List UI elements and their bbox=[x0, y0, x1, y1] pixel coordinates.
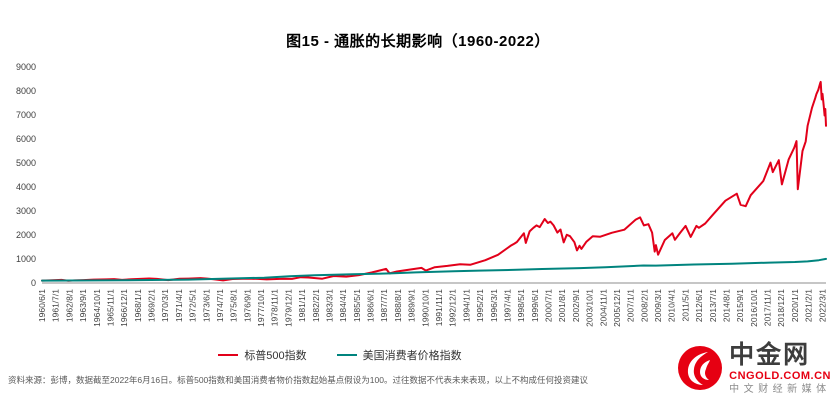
svg-text:1996/3/1: 1996/3/1 bbox=[489, 289, 499, 322]
svg-text:1973/6/1: 1973/6/1 bbox=[201, 289, 211, 322]
svg-text:1990/10/1: 1990/10/1 bbox=[420, 289, 430, 327]
svg-text:1963/9/1: 1963/9/1 bbox=[78, 289, 88, 322]
legend-label-sp500: 标普500指数 bbox=[244, 350, 307, 362]
svg-text:2013/7/1: 2013/7/1 bbox=[708, 289, 718, 322]
svg-text:1971/4/1: 1971/4/1 bbox=[174, 289, 184, 322]
svg-text:1000: 1000 bbox=[16, 254, 36, 264]
svg-text:2005/12/1: 2005/12/1 bbox=[612, 289, 622, 327]
svg-text:2009/3/1: 2009/3/1 bbox=[653, 289, 663, 322]
svg-text:6000: 6000 bbox=[16, 134, 36, 144]
brand-domain: CNGOLD.COM.CN bbox=[729, 369, 831, 382]
svg-text:1964/10/1: 1964/10/1 bbox=[92, 289, 102, 327]
svg-text:1988/8/1: 1988/8/1 bbox=[393, 289, 403, 322]
legend-item-sp500: 标普500指数 bbox=[218, 347, 307, 363]
svg-text:1992/12/1: 1992/12/1 bbox=[448, 289, 458, 327]
svg-text:2018/12/1: 2018/12/1 bbox=[776, 289, 786, 327]
svg-text:1965/11/1: 1965/11/1 bbox=[105, 289, 115, 326]
svg-text:2012/6/1: 2012/6/1 bbox=[694, 289, 704, 322]
cngold-brand-block: 中金网 CNGOLD.COM.CN 中文财经新媒体 bbox=[676, 341, 831, 396]
svg-text:2001/8/1: 2001/8/1 bbox=[557, 289, 567, 322]
phoenix-swirl-inner bbox=[700, 360, 711, 381]
svg-text:1997/4/1: 1997/4/1 bbox=[503, 289, 513, 322]
svg-text:1982/2/1: 1982/2/1 bbox=[311, 289, 321, 322]
svg-text:1978/11/1: 1978/11/1 bbox=[270, 289, 280, 326]
svg-text:1966/12/1: 1966/12/1 bbox=[119, 289, 129, 327]
svg-text:4000: 4000 bbox=[16, 182, 36, 192]
svg-text:1986/6/1: 1986/6/1 bbox=[366, 289, 376, 322]
svg-text:1994/1/1: 1994/1/1 bbox=[461, 289, 471, 322]
svg-text:7000: 7000 bbox=[16, 110, 36, 120]
svg-text:1977/10/1: 1977/10/1 bbox=[256, 289, 266, 327]
svg-text:1981/1/1: 1981/1/1 bbox=[297, 289, 307, 322]
svg-text:1998/5/1: 1998/5/1 bbox=[516, 289, 526, 322]
svg-text:1984/4/1: 1984/4/1 bbox=[338, 289, 348, 322]
svg-text:1976/9/1: 1976/9/1 bbox=[242, 289, 252, 322]
svg-text:1975/8/1: 1975/8/1 bbox=[229, 289, 239, 322]
svg-text:1974/7/1: 1974/7/1 bbox=[215, 289, 225, 322]
svg-text:1995/2/1: 1995/2/1 bbox=[475, 289, 485, 322]
legend-label-cpi: 美国消费者价格指数 bbox=[362, 350, 462, 362]
svg-text:2000: 2000 bbox=[16, 230, 36, 240]
svg-text:1989/9/1: 1989/9/1 bbox=[407, 289, 417, 322]
cpi-line-swatch bbox=[336, 353, 357, 357]
svg-text:1985/5/1: 1985/5/1 bbox=[352, 289, 362, 322]
svg-text:2004/11/1: 2004/11/1 bbox=[598, 289, 608, 326]
legend-item-cpi: 美国消费者价格指数 bbox=[336, 347, 462, 363]
svg-text:1983/3/1: 1983/3/1 bbox=[325, 289, 335, 322]
cngold-logo-icon bbox=[678, 346, 723, 391]
brand-name: 中金网 bbox=[729, 341, 811, 369]
inflation-long-term-chart: 0 1000 2000 3000 4000 5000 6000 7000 8000 9000 196… bbox=[16, 62, 827, 327]
svg-text:1991/11/1: 1991/11/1 bbox=[434, 289, 444, 326]
svg-text:3000: 3000 bbox=[16, 206, 36, 216]
svg-text:0: 0 bbox=[31, 278, 36, 288]
svg-text:1979/12/1: 1979/12/1 bbox=[283, 289, 293, 327]
chart-title: 图15 - 通胀的长期影响（1960-2022） bbox=[286, 33, 550, 50]
source-note: 资料来源：彭博，数据截至2022年6月16日。标普500指数和美国消费者物价指数… bbox=[8, 375, 588, 385]
logo-circle bbox=[678, 346, 723, 391]
chart-legend: 标普500指数 美国消费者价格指数 bbox=[0, 347, 680, 363]
svg-text:5000: 5000 bbox=[16, 158, 36, 168]
svg-text:2007/1/1: 2007/1/1 bbox=[626, 289, 636, 322]
svg-text:2003/10/1: 2003/10/1 bbox=[585, 289, 595, 327]
brand-tagline: 中文财经新媒体 bbox=[729, 384, 831, 396]
svg-text:2014/8/1: 2014/8/1 bbox=[722, 289, 732, 322]
svg-text:1968/1/1: 1968/1/1 bbox=[133, 289, 143, 322]
svg-text:1987/7/1: 1987/7/1 bbox=[379, 289, 389, 322]
svg-text:8000: 8000 bbox=[16, 86, 36, 96]
svg-text:1961/7/1: 1961/7/1 bbox=[51, 289, 61, 322]
svg-text:1999/6/1: 1999/6/1 bbox=[530, 289, 540, 322]
svg-text:1972/5/1: 1972/5/1 bbox=[188, 289, 198, 322]
svg-text:2002/9/1: 2002/9/1 bbox=[571, 289, 581, 322]
sp500-line-swatch bbox=[218, 353, 239, 357]
svg-text:2010/4/1: 2010/4/1 bbox=[667, 289, 677, 322]
svg-text:2000/7/1: 2000/7/1 bbox=[544, 289, 554, 322]
svg-text:9000: 9000 bbox=[16, 62, 36, 72]
svg-text:2015/9/1: 2015/9/1 bbox=[735, 289, 745, 322]
svg-text:2022/3/1: 2022/3/1 bbox=[817, 289, 827, 322]
svg-text:2008/2/1: 2008/2/1 bbox=[639, 289, 649, 322]
svg-text:2021/2/1: 2021/2/1 bbox=[804, 289, 814, 322]
phoenix-swirl-outer bbox=[688, 352, 709, 386]
brand-text: 中金网 CNGOLD.COM.CN 中文财经新媒体 bbox=[729, 341, 831, 396]
svg-text:2020/1/1: 2020/1/1 bbox=[790, 289, 800, 322]
svg-text:1969/2/1: 1969/2/1 bbox=[147, 289, 157, 322]
svg-text:2011/5/1: 2011/5/1 bbox=[680, 289, 690, 322]
svg-text:2016/10/1: 2016/10/1 bbox=[749, 289, 759, 327]
svg-text:1960/6/1: 1960/6/1 bbox=[37, 289, 47, 322]
svg-text:1962/8/1: 1962/8/1 bbox=[64, 289, 74, 322]
svg-text:1970/3/1: 1970/3/1 bbox=[160, 289, 170, 322]
svg-text:2017/11/1: 2017/11/1 bbox=[763, 289, 773, 326]
